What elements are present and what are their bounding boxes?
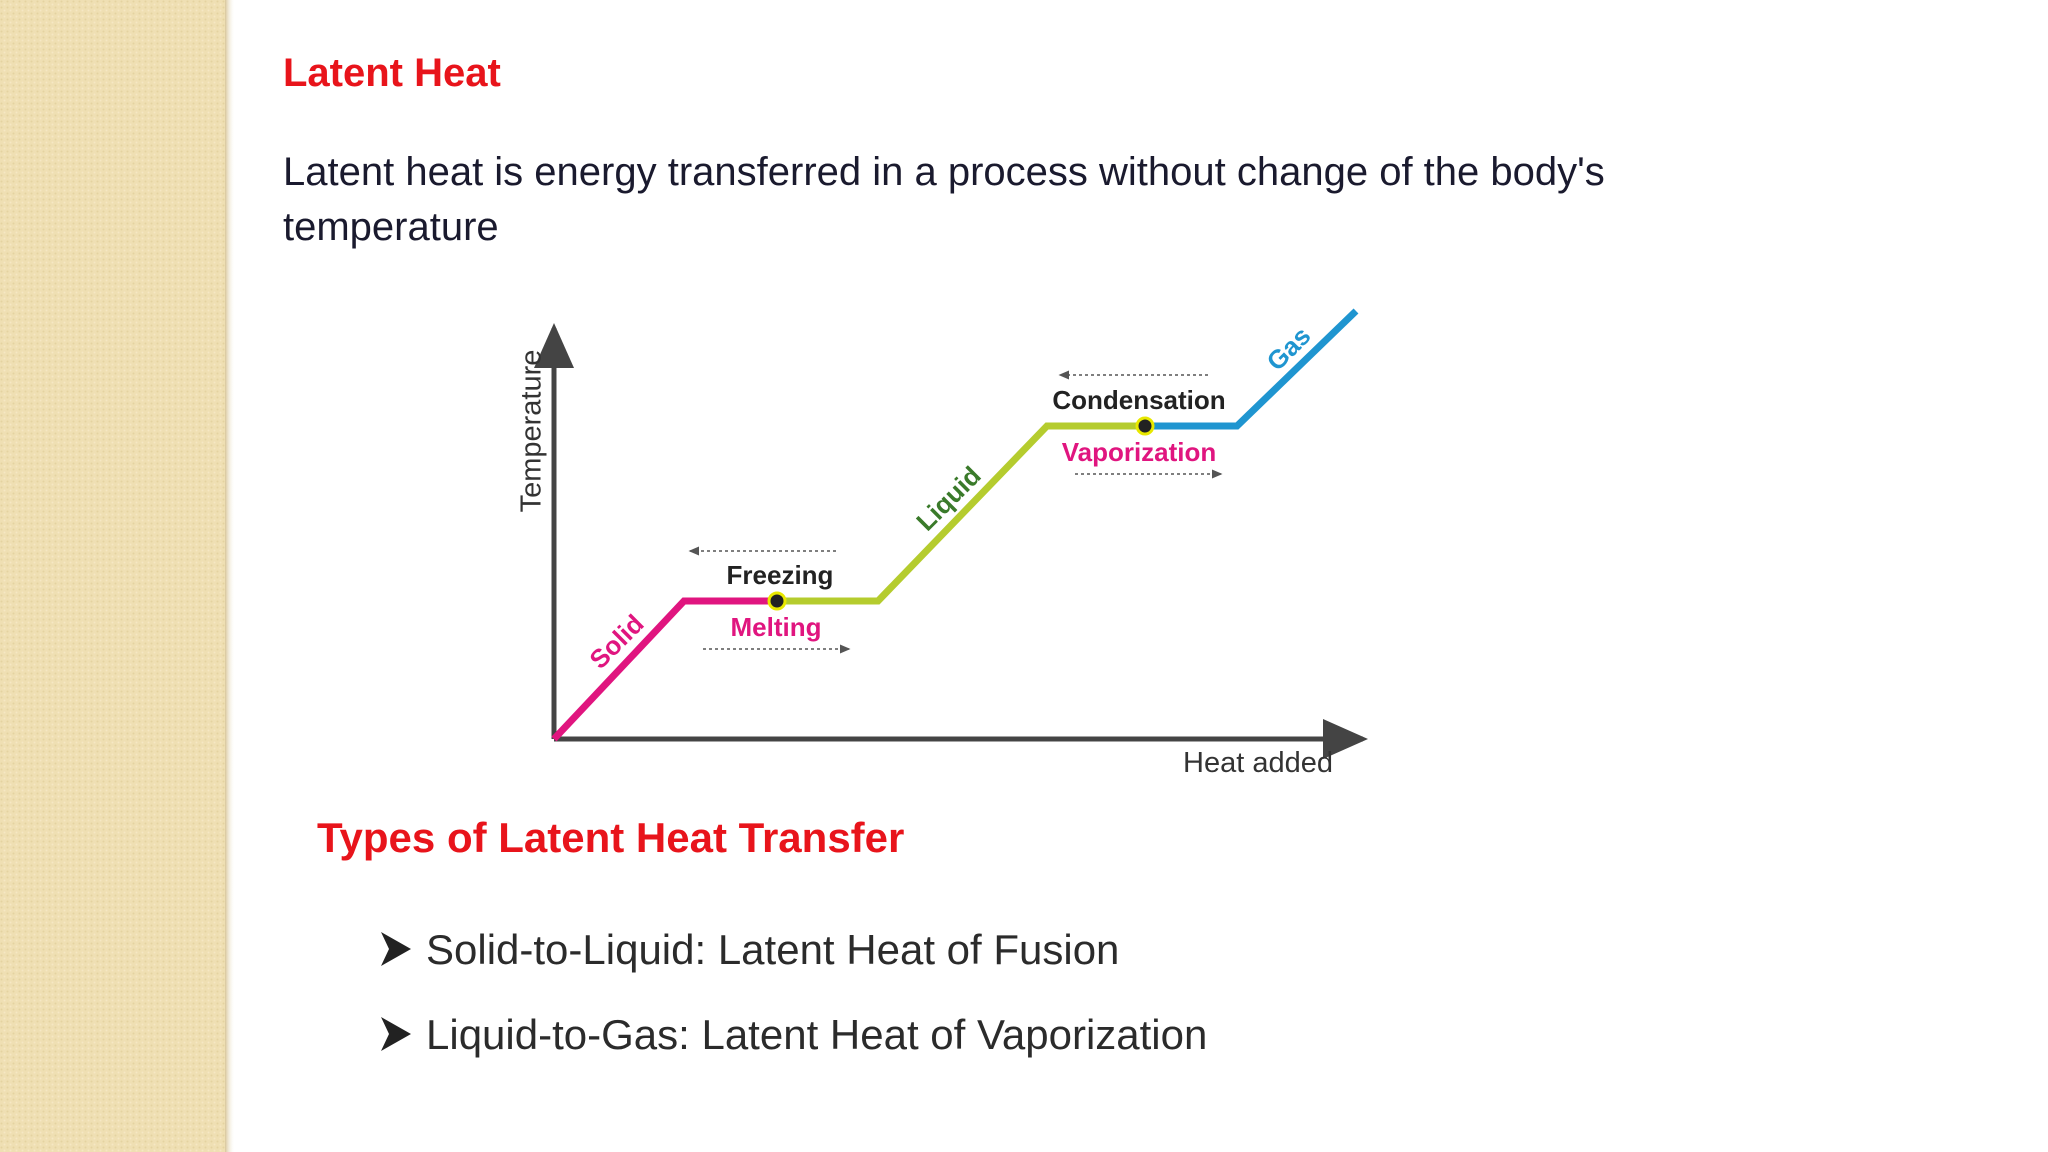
bullet-text: Liquid-to-Gas: Latent Heat of Vaporizati… (426, 1011, 1207, 1058)
boiling-point (1135, 416, 1155, 436)
gas-segment (1145, 308, 1359, 430)
section-title: Types of Latent Heat Transfer (317, 814, 904, 861)
transition-label: Freezing (727, 560, 834, 590)
bullet-marker (381, 932, 411, 966)
paragraph-line: temperature (283, 205, 499, 249)
liquid-segment (777, 422, 1145, 605)
paragraph-line: Latent heat is energy transferred in a p… (283, 150, 1605, 194)
phase-label: Solid (583, 608, 649, 674)
transition-label: Melting (731, 612, 822, 642)
side-shadow (225, 0, 235, 1152)
solid-segment (551, 597, 777, 742)
transition-label: Condensation (1052, 385, 1225, 415)
bullet-text: Solid-to-Liquid: Latent Heat of Fusion (426, 926, 1119, 973)
melting-point (767, 591, 787, 611)
phase-label: Gas (1261, 321, 1317, 377)
side-band (0, 0, 225, 1152)
slide-title: Latent Heat (283, 51, 501, 95)
bullet-marker (381, 1017, 411, 1051)
transition-label: Vaporization (1062, 437, 1217, 467)
x-axis-label: Heat added (1183, 747, 1333, 779)
y-axis-label: Temperature (516, 350, 548, 513)
phase-diagram: Temperature Heat added Solid Liquid Gas … (516, 308, 1368, 779)
